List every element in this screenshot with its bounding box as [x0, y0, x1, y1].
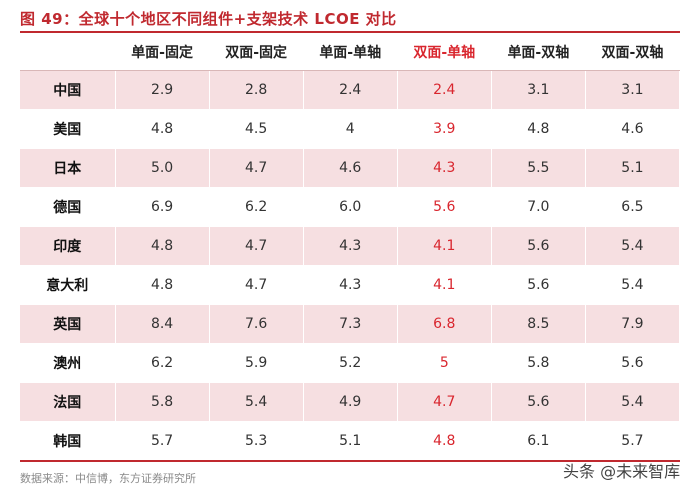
lcoe-value-cell: 2.4: [397, 70, 492, 110]
column-header: 双面-双轴: [585, 33, 681, 71]
lcoe-value-cell: 4.1: [397, 265, 492, 305]
figure-title: 图 49：全球十个地区不同组件+支架技术 LCOE 对比: [20, 10, 397, 28]
row-country-label: 美国: [20, 109, 116, 149]
table-row: 美国 4.8 4.5 4 3.9 4.8 4.6: [20, 109, 681, 149]
row-country-label: 英国: [20, 304, 116, 344]
header-row: 单面-固定 双面-固定 单面-单轴 双面-单轴 单面-双轴 双面-双轴: [20, 33, 681, 71]
lcoe-value-cell: 5.4: [585, 382, 681, 422]
table-row: 澳州 6.2 5.9 5.2 5 5.8 5.6: [20, 343, 681, 383]
title-divider: [20, 31, 680, 33]
lcoe-value-cell: 2.8: [209, 70, 304, 110]
table-row: 德国 6.9 6.2 6.0 5.6 7.0 6.5: [20, 187, 681, 227]
lcoe-value-cell: 4: [303, 109, 398, 149]
watermark: 头条 @未来智库: [563, 458, 680, 482]
lcoe-value-cell: 4.5: [209, 109, 304, 149]
lcoe-value-cell: 4.7: [209, 265, 304, 305]
lcoe-value-cell: 4.8: [397, 421, 492, 462]
column-header: 双面-单轴: [397, 33, 492, 71]
table-row: 印度 4.8 4.7 4.3 4.1 5.6 5.4: [20, 226, 681, 266]
lcoe-value-cell: 3.1: [491, 70, 586, 110]
lcoe-value-cell: 5.4: [209, 382, 304, 422]
lcoe-value-cell: 2.4: [303, 70, 398, 110]
table-body: 中国 2.9 2.8 2.4 2.4 3.1 3.1 美国 4.8 4.5 4 3.9 4.8 4.6 日本…: [20, 70, 681, 462]
lcoe-value-cell: 5.1: [303, 421, 398, 462]
lcoe-value-cell: 4.1: [397, 226, 492, 266]
header-cell-empty: [20, 33, 116, 71]
lcoe-value-cell: 4.8: [115, 265, 210, 305]
lcoe-value-cell: 5.9: [209, 343, 304, 383]
lcoe-value-cell: 6.2: [209, 187, 304, 227]
lcoe-value-cell: 4.6: [303, 148, 398, 188]
column-header: 单面-双轴: [491, 33, 586, 71]
lcoe-value-cell: 5.6: [491, 265, 586, 305]
source-note: 数据来源：中信博，东方证券研究所: [20, 472, 196, 485]
lcoe-value-cell: 7.6: [209, 304, 304, 344]
lcoe-value-cell: 5.6: [491, 382, 586, 422]
lcoe-value-cell: 7.9: [585, 304, 681, 344]
row-country-label: 法国: [20, 382, 116, 422]
table-row: 英国 8.4 7.6 7.3 6.8 8.5 7.9: [20, 304, 681, 344]
table-row: 韩国 5.7 5.3 5.1 4.8 6.1 5.7: [20, 421, 681, 462]
lcoe-value-cell: 4.7: [397, 382, 492, 422]
lcoe-value-cell: 5.8: [491, 343, 586, 383]
row-country-label: 日本: [20, 148, 116, 188]
table-row: 中国 2.9 2.8 2.4 2.4 3.1 3.1: [20, 70, 681, 110]
lcoe-value-cell: 8.5: [491, 304, 586, 344]
lcoe-value-cell: 4.3: [303, 265, 398, 305]
lcoe-value-cell: 6.9: [115, 187, 210, 227]
lcoe-value-cell: 5.1: [585, 148, 681, 188]
lcoe-value-cell: 5.6: [491, 226, 586, 266]
row-country-label: 意大利: [20, 265, 116, 305]
watermark-text: 头条 @未来智库: [563, 462, 681, 481]
table-row: 意大利 4.8 4.7 4.3 4.1 5.6 5.4: [20, 265, 681, 305]
lcoe-value-cell: 4.3: [303, 226, 398, 266]
row-country-label: 澳州: [20, 343, 116, 383]
lcoe-value-cell: 4.9: [303, 382, 398, 422]
lcoe-value-cell: 5.0: [115, 148, 210, 188]
row-country-label: 韩国: [20, 421, 116, 462]
lcoe-value-cell: 5.4: [585, 265, 681, 305]
lcoe-value-cell: 6.8: [397, 304, 492, 344]
lcoe-value-cell: 4.8: [115, 109, 210, 149]
lcoe-value-cell: 4.6: [585, 109, 681, 149]
lcoe-value-cell: 3.9: [397, 109, 492, 149]
lcoe-value-cell: 8.4: [115, 304, 210, 344]
lcoe-value-cell: 4.3: [397, 148, 492, 188]
lcoe-value-cell: 4.7: [209, 226, 304, 266]
lcoe-value-cell: 5.7: [585, 421, 681, 462]
lcoe-value-cell: 5: [397, 343, 492, 383]
table-row: 法国 5.8 5.4 4.9 4.7 5.6 5.4: [20, 382, 681, 422]
lcoe-value-cell: 6.5: [585, 187, 681, 227]
lcoe-value-cell: 2.9: [115, 70, 210, 110]
column-header: 双面-固定: [209, 33, 304, 71]
lcoe-value-cell: 4.8: [115, 226, 210, 266]
lcoe-value-cell: 6.0: [303, 187, 398, 227]
lcoe-value-cell: 4.8: [491, 109, 586, 149]
lcoe-value-cell: 6.2: [115, 343, 210, 383]
table-row: 日本 5.0 4.7 4.6 4.3 5.5 5.1: [20, 148, 681, 188]
lcoe-value-cell: 5.8: [115, 382, 210, 422]
lcoe-value-cell: 5.6: [585, 343, 681, 383]
column-header: 单面-固定: [115, 33, 210, 71]
lcoe-value-cell: 7.0: [491, 187, 586, 227]
row-country-label: 中国: [20, 70, 116, 110]
lcoe-value-cell: 5.6: [397, 187, 492, 227]
lcoe-table: 单面-固定 双面-固定 单面-单轴 双面-单轴 单面-双轴 双面-双轴 中国 2.9 2.8 2…: [20, 33, 681, 462]
row-country-label: 印度: [20, 226, 116, 266]
lcoe-value-cell: 5.2: [303, 343, 398, 383]
table-header: 单面-固定 双面-固定 单面-单轴 双面-单轴 单面-双轴 双面-双轴: [20, 33, 681, 71]
row-country-label: 德国: [20, 187, 116, 227]
lcoe-value-cell: 6.1: [491, 421, 586, 462]
lcoe-value-cell: 5.3: [209, 421, 304, 462]
lcoe-value-cell: 4.7: [209, 148, 304, 188]
lcoe-value-cell: 5.7: [115, 421, 210, 462]
column-header: 单面-单轴: [303, 33, 398, 71]
lcoe-value-cell: 5.4: [585, 226, 681, 266]
lcoe-value-cell: 3.1: [585, 70, 681, 110]
lcoe-value-cell: 7.3: [303, 304, 398, 344]
lcoe-value-cell: 5.5: [491, 148, 586, 188]
